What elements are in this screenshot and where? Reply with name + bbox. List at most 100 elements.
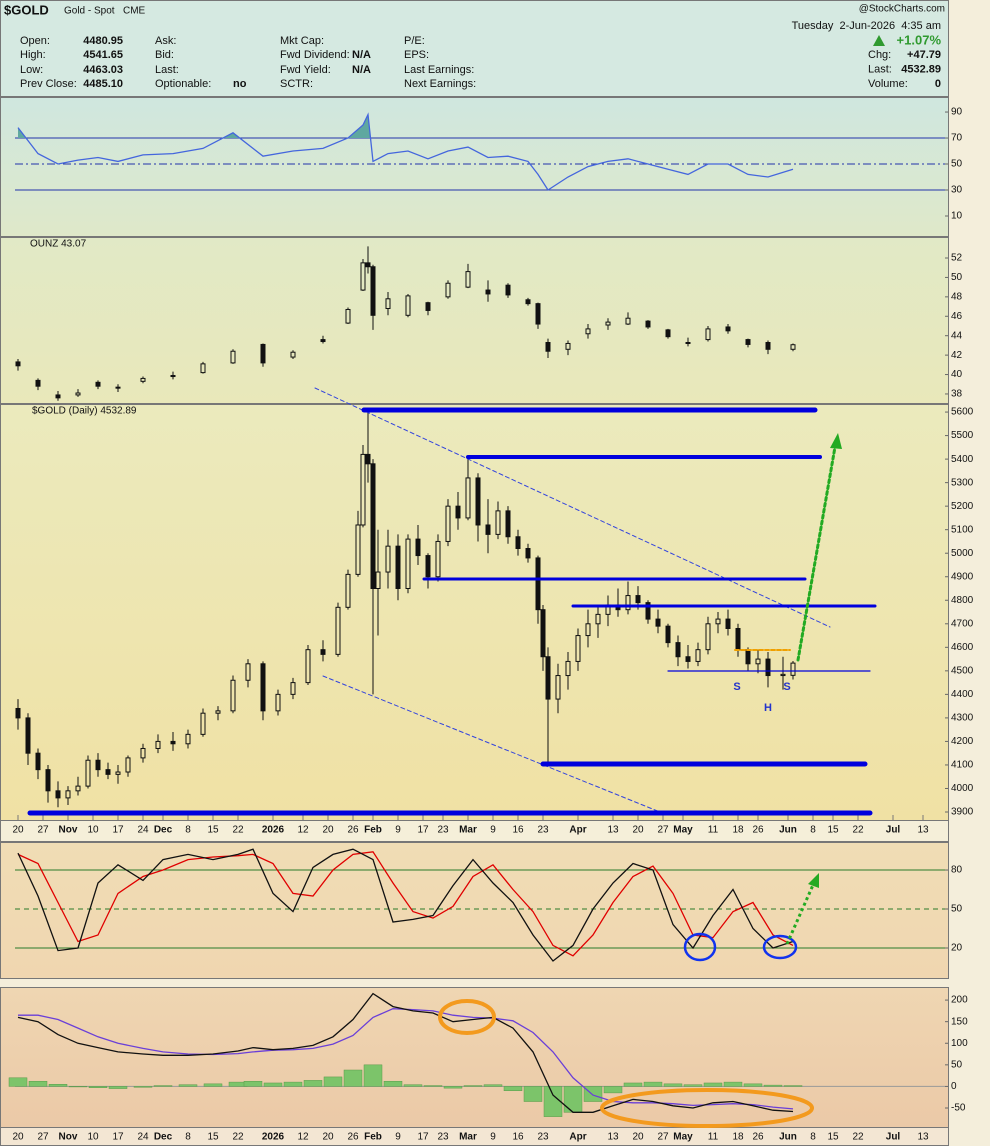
x-tick-label: 22: [852, 1132, 864, 1143]
candle-body: [335, 606, 341, 655]
x-tick-label: 20: [12, 825, 24, 836]
candle-body: [260, 343, 266, 364]
x-tick-label: 26: [347, 825, 359, 836]
candle-body: [790, 344, 796, 350]
candle-body: [675, 642, 681, 658]
x-tick-label: 20: [632, 1132, 644, 1143]
x-tick-label: Jun: [779, 1132, 797, 1143]
exchange: CME: [123, 6, 146, 17]
candle-body: [555, 675, 561, 700]
trend-line: [322, 675, 661, 813]
x-tick-label: 13: [917, 825, 929, 836]
candle-body: [665, 625, 671, 644]
candle-body: [585, 328, 591, 335]
candle-body: [55, 790, 61, 799]
y-tick-label: 0: [951, 1081, 957, 1092]
pattern-label: S: [783, 681, 790, 693]
histogram-bar: [763, 1084, 783, 1087]
candle-body: [715, 618, 721, 625]
candle-body: [95, 381, 101, 387]
candle-body: [185, 733, 191, 745]
x-tick-label: 23: [537, 1132, 549, 1143]
candle-body: [75, 785, 81, 792]
x-tick-label: 15: [207, 825, 219, 836]
candle-body: [65, 790, 71, 799]
histogram-bar: [8, 1077, 28, 1087]
quote-value: no: [233, 78, 247, 90]
candle-body: [405, 295, 411, 316]
copyright: @StockCharts.com: [859, 4, 945, 15]
x-tick-label: 8: [810, 825, 816, 836]
histogram-bar: [323, 1076, 343, 1087]
quote-value: 4480.95: [83, 35, 123, 47]
x-tick-label: 13: [607, 825, 619, 836]
candle-body: [260, 663, 266, 712]
x-tick-label: 12: [297, 825, 309, 836]
up-arrow: [873, 35, 885, 46]
quote-value: 4485.10: [83, 78, 123, 90]
trend-line: [314, 387, 831, 628]
candle-body: [505, 284, 511, 296]
histogram-bar: [603, 1086, 623, 1094]
pattern-label: H: [764, 702, 772, 714]
candle-body: [45, 769, 51, 792]
candle-body: [35, 752, 41, 771]
candle-body: [735, 627, 741, 651]
quote-label: Fwd Yield:: [280, 64, 331, 76]
candle-body: [385, 298, 391, 310]
circle: [438, 999, 496, 1035]
candle-body: [565, 342, 571, 350]
candle-body: [355, 524, 361, 575]
candle-body: [540, 609, 546, 658]
histogram-bar: [343, 1069, 363, 1087]
x-tick-label: 2026: [262, 1132, 285, 1143]
y-tick-label: 4000: [951, 783, 974, 794]
y-tick-label: 4800: [951, 595, 974, 606]
y-tick-label: 50: [951, 272, 963, 283]
candle-body: [140, 747, 146, 759]
candle-body: [370, 463, 376, 590]
histogram-bar: [783, 1085, 803, 1087]
candle-body: [535, 303, 541, 325]
arrow-head: [808, 873, 819, 888]
candle-body: [575, 635, 581, 662]
histogram-bar: [683, 1084, 703, 1087]
circle: [600, 1088, 814, 1128]
candle-body: [445, 282, 451, 298]
candle-body: [95, 759, 101, 771]
histogram-bar: [623, 1082, 643, 1087]
y-tick-label: 10: [951, 211, 963, 222]
histogram-bar: [643, 1081, 663, 1087]
x-tick-label: 22: [232, 1132, 244, 1143]
y-tick-label: 150: [951, 1016, 968, 1027]
histogram-bar: [483, 1084, 503, 1087]
y-tick-label: 5400: [951, 454, 974, 465]
quote-label: Low:: [20, 64, 43, 76]
y-tick-label: 4700: [951, 618, 974, 629]
histogram-bar: [363, 1064, 383, 1087]
candle-body: [370, 266, 376, 316]
candle-body: [275, 693, 281, 712]
candle-body: [415, 538, 421, 557]
candle-body: [745, 339, 751, 345]
candle-body: [15, 361, 21, 367]
panel-label: OUNZ 43.07: [30, 239, 87, 250]
x-tick-label: 15: [827, 1132, 839, 1143]
quote-value: N/A: [352, 49, 371, 61]
candle-body: [290, 682, 296, 695]
candle-body: [755, 658, 761, 665]
y-tick-label: 4500: [951, 665, 974, 676]
candle-body: [230, 679, 236, 712]
candle-body: [705, 328, 711, 341]
histogram-bar: [543, 1086, 563, 1117]
quote-label: EPS:: [404, 49, 429, 61]
histogram-bar: [743, 1083, 763, 1087]
x-tick-label: 20: [322, 825, 334, 836]
x-tick-label: 26: [752, 825, 764, 836]
y-tick-label: 4600: [951, 642, 974, 653]
x-tick-label: May: [673, 1132, 693, 1143]
candle-body: [465, 271, 471, 288]
y-tick-label: -50: [951, 1103, 966, 1114]
y-tick-label: 5500: [951, 430, 974, 441]
y-tick-label: 20: [951, 943, 963, 954]
